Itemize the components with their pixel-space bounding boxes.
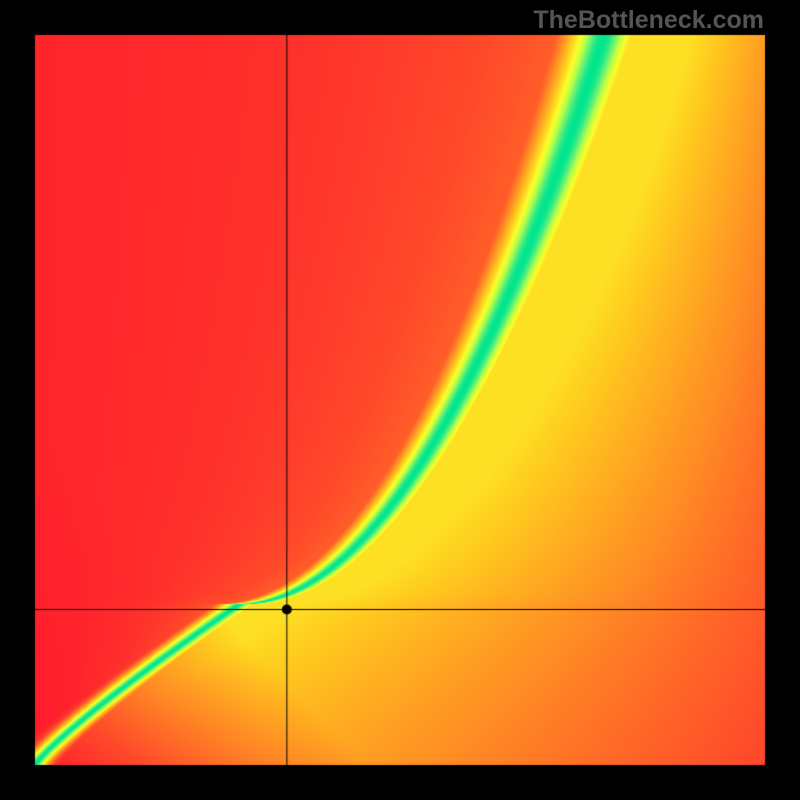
bottleneck-heatmap	[0, 0, 800, 800]
watermark-text: TheBottleneck.com	[533, 6, 764, 35]
chart-container: TheBottleneck.com	[0, 0, 800, 800]
